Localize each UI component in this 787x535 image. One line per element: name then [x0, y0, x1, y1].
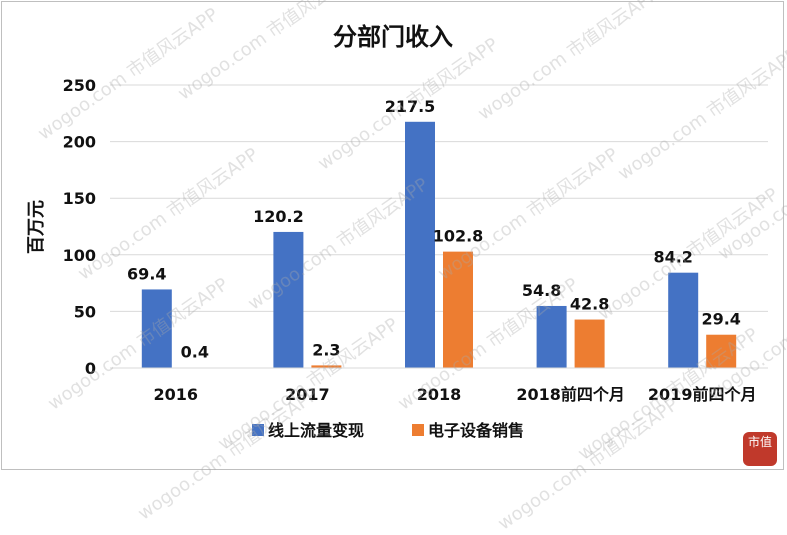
bar-online [668, 272, 699, 368]
bar-chart: 分部门收入 0 50 100 150 200 250 百万元 69.4 0.4 120.2 2.… [26, 23, 768, 440]
bar-device [443, 251, 473, 368]
bar-online [536, 305, 567, 368]
data-label: 120.2 [253, 207, 304, 226]
bar-online [273, 231, 304, 368]
gridlines [110, 84, 768, 312]
legend-swatch [412, 424, 424, 436]
data-label: 29.4 [701, 310, 740, 329]
legend: 线上流量变现 电子设备销售 [252, 421, 524, 440]
data-label: 84.2 [653, 248, 692, 267]
y-tick-label: 200 [63, 133, 96, 152]
data-label: 42.8 [570, 295, 609, 314]
y-axis-ticks: 0 50 100 150 200 250 [63, 76, 96, 378]
bar-device [311, 365, 342, 368]
chart-title: 分部门收入 [333, 23, 453, 51]
seal-text: 市值 [747, 435, 772, 449]
bar-online [141, 289, 172, 368]
watermark-seal: 市值 [743, 432, 777, 466]
y-tick-label: 0 [85, 359, 96, 378]
data-label: 54.8 [522, 281, 561, 300]
legend-swatch [252, 424, 264, 436]
y-axis-label: 百万元 [26, 200, 47, 254]
x-tick-label: 2017 [285, 385, 330, 404]
bar-device [706, 334, 737, 368]
bars [141, 121, 737, 369]
data-label: 102.8 [433, 227, 484, 246]
chart-frame [1, 1, 784, 470]
y-tick-label: 150 [63, 189, 96, 208]
legend-label: 线上流量变现 [268, 421, 364, 440]
y-tick-label: 100 [63, 246, 96, 265]
x-tick-label: 2016 [154, 385, 199, 404]
data-label: 0.4 [181, 343, 209, 362]
x-tick-label: 2018前四个月 [516, 385, 625, 404]
data-label: 2.3 [312, 340, 340, 359]
bar-device [574, 319, 605, 368]
x-axis-ticks: 2016 2017 2018 2018前四个月 2019前四个月 [154, 385, 757, 404]
data-labels: 69.4 0.4 120.2 2.3 217.5 102.8 54.8 42.8 84.2 29.… [127, 97, 741, 362]
bar-online [405, 121, 435, 368]
x-tick-label: 2019前四个月 [648, 385, 757, 404]
y-tick-label: 50 [74, 302, 96, 321]
y-tick-label: 250 [63, 76, 96, 95]
x-tick-label: 2018 [417, 385, 462, 404]
data-label: 217.5 [385, 97, 436, 116]
data-label: 69.4 [127, 264, 166, 283]
legend-label: 电子设备销售 [428, 421, 524, 440]
